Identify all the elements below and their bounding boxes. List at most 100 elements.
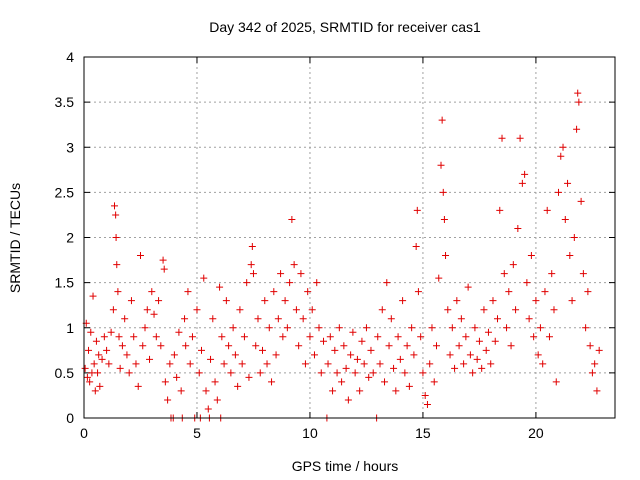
data-point: [277, 270, 285, 278]
data-point: [552, 378, 560, 386]
data-point: [446, 351, 454, 359]
data-point: [103, 346, 111, 354]
x-tick-label: 0: [80, 425, 88, 441]
data-point: [216, 283, 224, 291]
data-point: [466, 351, 474, 359]
data-point: [236, 306, 244, 314]
data-point: [412, 243, 420, 251]
data-point: [473, 355, 481, 363]
x-tick-label: 15: [415, 425, 431, 441]
data-point: [85, 346, 93, 354]
data-point: [419, 369, 427, 377]
y-tick-label: 3.5: [55, 94, 75, 110]
data-point: [457, 315, 465, 323]
data-point: [417, 333, 425, 341]
data-point: [484, 328, 492, 336]
data-point: [344, 396, 352, 404]
data-point: [539, 360, 547, 368]
data-point: [329, 387, 337, 395]
data-point: [143, 306, 151, 314]
data-point: [403, 342, 411, 350]
x-tick-label: 10: [302, 425, 318, 441]
data-point: [81, 364, 89, 372]
data-point: [439, 188, 447, 196]
data-point: [86, 378, 94, 386]
data-point: [243, 279, 251, 287]
grid-lines: [84, 57, 615, 418]
data-point: [408, 324, 416, 332]
data-point: [413, 206, 421, 214]
y-tick-label: 0: [66, 410, 74, 426]
plot-frame: [83, 56, 616, 419]
data-point: [109, 306, 117, 314]
data-point: [100, 333, 108, 341]
data-point: [177, 387, 185, 395]
data-point: [195, 369, 203, 377]
data-point: [591, 360, 599, 368]
data-point: [399, 297, 407, 305]
y-tick-label: 4: [66, 49, 74, 65]
data-point: [464, 283, 472, 291]
data-point: [564, 179, 572, 187]
data-point: [545, 333, 553, 341]
data-point: [238, 360, 246, 368]
data-point: [387, 315, 395, 323]
data-point: [478, 364, 486, 372]
data-point: [421, 391, 429, 399]
data-point: [111, 202, 119, 210]
data-point: [509, 261, 517, 269]
data-point: [405, 382, 413, 390]
data-point: [414, 288, 422, 296]
data-point: [209, 315, 217, 323]
data-point: [286, 279, 294, 287]
data-point: [274, 315, 282, 323]
data-point: [455, 342, 463, 350]
data-point: [440, 215, 448, 223]
data-point: [279, 333, 287, 341]
data-point: [426, 360, 434, 368]
data-point: [331, 346, 339, 354]
data-point: [211, 378, 219, 386]
data-point: [541, 288, 549, 296]
data-point: [159, 256, 167, 264]
data-point: [200, 274, 208, 282]
data-point: [95, 351, 103, 359]
data-point: [112, 234, 120, 241]
data-point: [254, 315, 262, 323]
data-point: [358, 337, 366, 345]
data-point: [115, 333, 123, 341]
data-point: [351, 369, 359, 377]
data-point: [442, 252, 450, 260]
data-point: [550, 306, 558, 314]
x-axis-title: GPS time / hours: [292, 458, 399, 474]
data-point: [378, 306, 386, 314]
data-point: [245, 373, 253, 381]
data-point: [127, 297, 135, 305]
data-point: [272, 351, 280, 359]
data-point: [385, 342, 393, 350]
data-point: [188, 333, 196, 341]
y-tick-label: 0.5: [55, 365, 75, 381]
data-point: [317, 369, 325, 377]
data-point: [365, 373, 373, 381]
data-point: [430, 378, 438, 386]
data-point: [229, 324, 237, 332]
data-point: [532, 297, 540, 305]
data-point: [347, 351, 355, 359]
data-point: [579, 270, 587, 278]
y-tick-label: 2.5: [55, 184, 75, 200]
data-point: [595, 346, 603, 354]
data-point: [568, 297, 576, 305]
data-point: [570, 234, 578, 241]
data-point: [290, 261, 298, 269]
data-point: [225, 342, 233, 350]
data-point: [575, 98, 583, 106]
data-point: [566, 252, 574, 260]
data-point: [514, 224, 522, 232]
data-point: [559, 143, 567, 151]
data-point: [367, 346, 375, 354]
data-point: [160, 265, 168, 273]
data-point: [240, 333, 248, 341]
data-point: [270, 288, 278, 296]
data-point: [505, 288, 513, 296]
